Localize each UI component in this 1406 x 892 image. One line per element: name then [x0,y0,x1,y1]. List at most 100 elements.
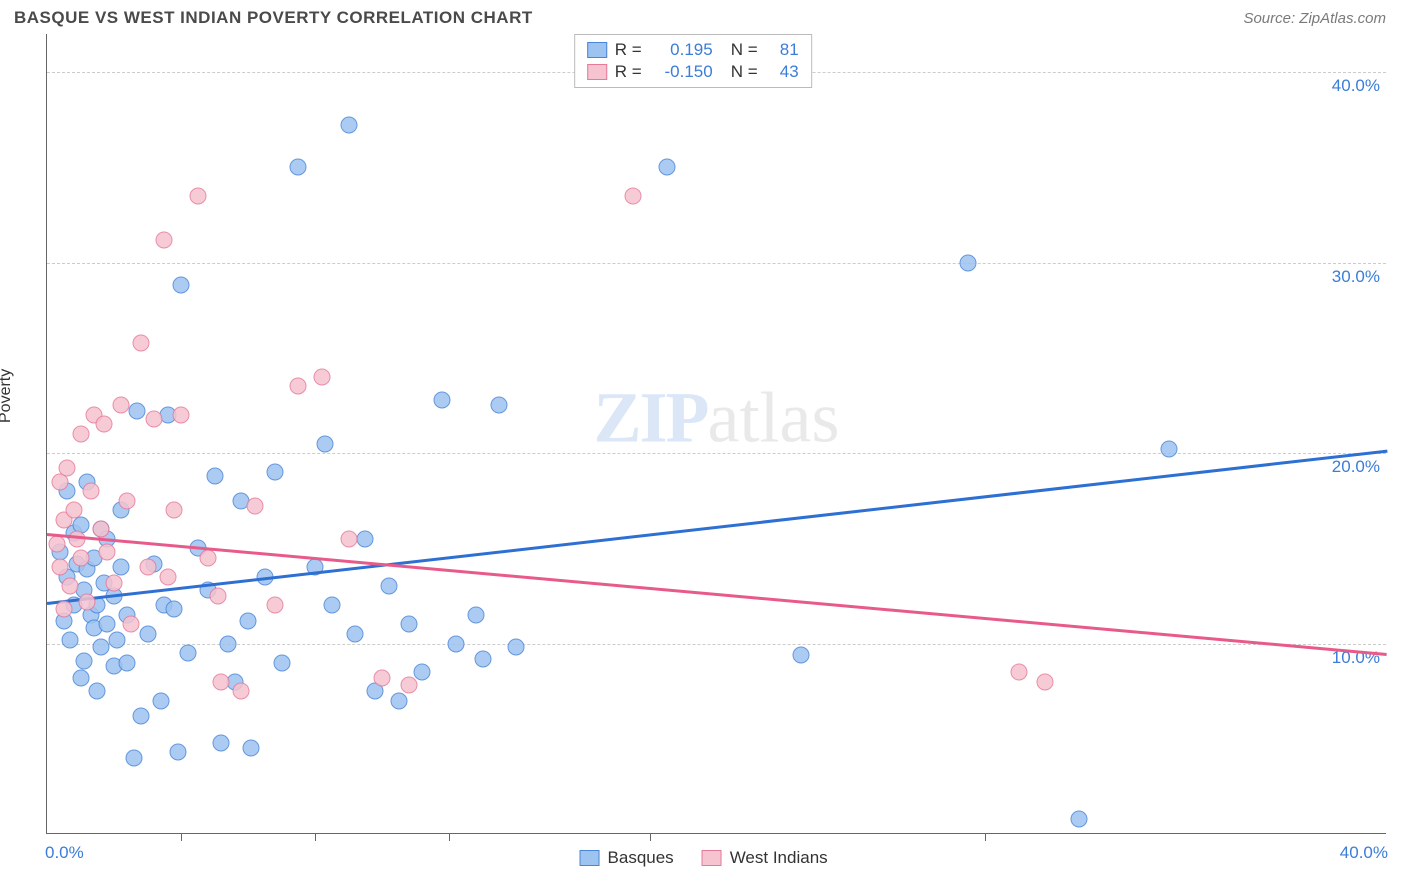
data-point [179,645,196,662]
scatter-chart: ZIPatlas R =0.195N =81R =-0.150N =43 10.… [46,34,1386,834]
data-point [400,616,417,633]
data-point [1037,673,1054,690]
data-point [508,639,525,656]
data-point [112,397,129,414]
y-tick-label: 40.0% [1332,76,1380,96]
chart-title: BASQUE VS WEST INDIAN POVERTY CORRELATIO… [14,8,533,28]
data-point [166,601,183,618]
data-point [62,578,79,595]
data-point [132,707,149,724]
legend-swatch [702,850,722,866]
data-point [246,498,263,515]
legend-stat-row: R = 0.195 N = 81 [587,39,799,61]
r-label: R = [615,40,645,60]
data-point [467,606,484,623]
data-point [126,749,143,766]
x-tick [650,833,651,841]
data-point [129,403,146,420]
data-point [240,612,257,629]
data-point [434,391,451,408]
legend-swatch [587,42,607,58]
x-tick-label-max: 40.0% [1340,843,1388,863]
gridline-h [47,644,1386,645]
data-point [213,734,230,751]
data-point [243,740,260,757]
data-point [72,426,89,443]
r-value: 0.195 [653,40,713,60]
data-point [340,530,357,547]
x-tick-label-min: 0.0% [45,843,84,863]
legend-swatch [580,850,600,866]
data-point [209,587,226,604]
data-point [273,654,290,671]
x-tick [985,833,986,841]
data-point [55,601,72,618]
data-point [313,368,330,385]
data-point [59,460,76,477]
data-point [323,597,340,614]
data-point [199,549,216,566]
data-point [62,631,79,648]
n-value: 43 [769,62,799,82]
trend-line [47,449,1387,604]
n-label: N = [731,62,761,82]
data-point [340,117,357,134]
series-legend: Basques West Indians [580,848,828,868]
data-point [960,254,977,271]
y-tick-label: 20.0% [1332,457,1380,477]
data-point [152,692,169,709]
data-point [380,578,397,595]
data-point [106,574,123,591]
data-point [1010,664,1027,681]
gridline-h [47,453,1386,454]
data-point [1070,810,1087,827]
data-point [166,502,183,519]
data-point [625,187,642,204]
data-point [213,673,230,690]
data-point [99,544,116,561]
data-point [52,559,69,576]
data-point [317,435,334,452]
legend-stat-row: R = -0.150 N = 43 [587,61,799,83]
r-value: -0.150 [653,62,713,82]
data-point [219,635,236,652]
gridline-h [47,263,1386,264]
data-point [119,654,136,671]
data-point [474,650,491,667]
data-point [357,530,374,547]
data-point [89,683,106,700]
data-point [79,593,96,610]
legend-item: West Indians [702,848,828,868]
data-point [139,559,156,576]
n-value: 81 [769,40,799,60]
legend-label: West Indians [730,848,828,868]
data-point [792,646,809,663]
data-point [92,639,109,656]
watermark: ZIPatlas [594,376,840,459]
source-attribution: Source: ZipAtlas.com [1243,10,1386,27]
data-point [173,277,190,294]
data-point [82,483,99,500]
r-label: R = [615,62,645,82]
data-point [290,159,307,176]
data-point [374,669,391,686]
data-point [65,502,82,519]
data-point [92,521,109,538]
y-tick-label: 30.0% [1332,267,1380,287]
data-point [290,378,307,395]
data-point [49,536,66,553]
data-point [400,677,417,694]
data-point [169,744,186,761]
legend-item: Basques [580,848,674,868]
data-point [491,397,508,414]
data-point [99,616,116,633]
legend-swatch [587,64,607,80]
data-point [266,464,283,481]
n-label: N = [731,40,761,60]
legend-label: Basques [608,848,674,868]
data-point [173,406,190,423]
data-point [658,159,675,176]
data-point [447,635,464,652]
data-point [109,631,126,648]
data-point [146,410,163,427]
